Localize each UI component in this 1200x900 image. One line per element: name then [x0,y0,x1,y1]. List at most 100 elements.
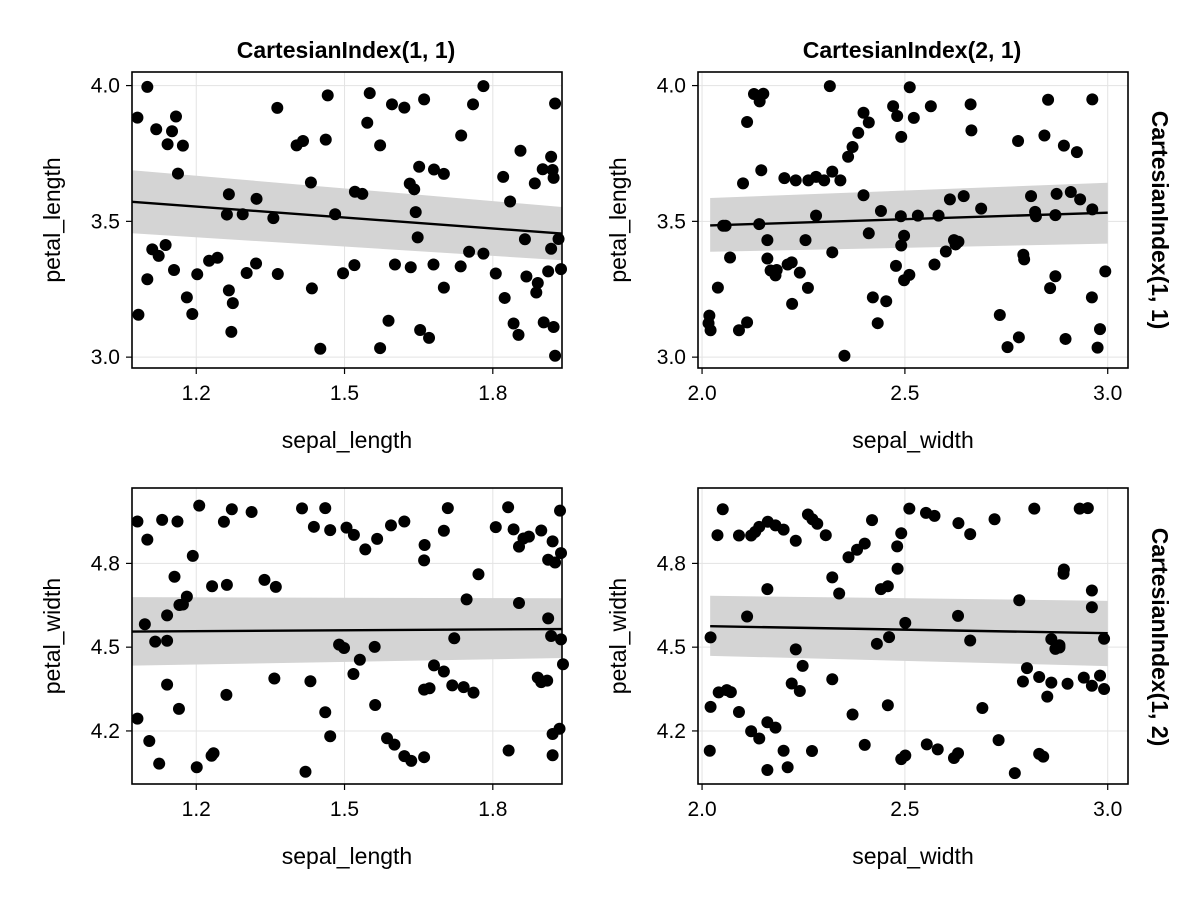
data-point [191,268,204,281]
data-point [810,209,823,222]
data-point [1049,270,1062,283]
data-point [943,193,956,206]
data-point [928,258,941,271]
data-point [724,251,737,264]
data-point [467,98,480,111]
data-point [299,765,312,778]
x-tick-label: 2.0 [687,382,716,405]
data-point [871,317,884,330]
data-point [1042,93,1055,106]
data-point [732,705,745,718]
x-tick-label: 1.8 [478,798,507,821]
data-point [531,277,544,290]
data-point [761,764,774,777]
data-point [1085,291,1098,304]
data-point [141,533,154,546]
data-point [454,260,467,273]
data-point [535,524,548,537]
data-point [460,593,473,606]
panel-top-left: 1.2 1.5 1.8 3.0 3.5 4.0 sepal_length petal_leng… [39,71,568,453]
data-point [245,506,258,519]
data-point [536,163,549,176]
data-point [528,177,541,190]
data-point [414,323,427,336]
data-point [547,320,560,333]
data-point [1012,134,1025,147]
data-point [549,97,562,110]
data-point [711,529,724,542]
data-point [217,515,230,528]
data-point [513,597,525,610]
data-point [347,667,360,680]
data-point [537,316,550,329]
data-point [761,583,774,596]
data-point [324,524,337,537]
data-point [924,100,937,113]
data-point [161,634,174,647]
data-point [964,98,977,111]
data-point [1001,341,1014,354]
data-point [549,556,562,569]
data-point [993,309,1006,322]
data-point [504,195,517,208]
data-point [793,266,806,279]
data-point [1044,282,1057,295]
regression-line [710,211,1108,227]
data-point [781,258,794,271]
data-point [418,751,431,764]
data-point [356,187,369,200]
data-point [891,562,904,575]
data-point [846,140,859,153]
data-point [269,580,282,593]
data-point [703,309,716,322]
data-point [834,174,847,187]
data-point [441,502,454,515]
data-point [866,291,879,304]
data-point [811,517,824,530]
plot-frame [131,71,563,369]
data-point [952,235,965,248]
column-title-2: CartesianIndex(2, 1) [803,37,1022,63]
y-axis-label: petal_length [605,157,631,282]
data-point [1098,632,1111,645]
data-point [846,708,859,721]
data-point [222,284,235,297]
x-axis-label: sepal_width [852,427,973,453]
data-point [455,129,468,142]
data-point [862,227,875,240]
regression-line [131,200,563,235]
data-point [826,165,839,178]
row-title-1: CartesianIndex(1, 1) [1147,111,1173,330]
data-point [1057,139,1070,152]
regression-line [710,625,1108,635]
data-point [324,730,337,743]
data-point [1008,767,1021,780]
data-point [258,573,271,586]
y-tick-label: 3.5 [91,210,120,233]
data-point [976,702,989,715]
panel-bottom-left: 1.2 1.5 1.8 4.2 4.5 4.8 sepal_length petal_widt… [39,487,569,869]
data-point [1086,93,1099,106]
data-point [545,242,558,255]
data-point [1033,671,1046,684]
data-point [404,261,417,274]
data-point [338,642,351,655]
data-point [1037,750,1050,763]
data-point [520,270,533,283]
data-point [542,612,555,625]
data-point [384,519,397,532]
data-point [777,744,790,757]
data-point [857,189,870,202]
data-point [423,331,436,344]
data-point [898,229,911,242]
data-point [1016,675,1029,688]
data-point [225,325,238,338]
data-point [304,176,317,189]
data-point [369,698,382,711]
data-point [769,721,782,734]
data-point [785,677,798,690]
data-point [716,503,729,516]
data-point [457,681,470,694]
data-point [176,139,189,152]
data-point [211,251,224,264]
